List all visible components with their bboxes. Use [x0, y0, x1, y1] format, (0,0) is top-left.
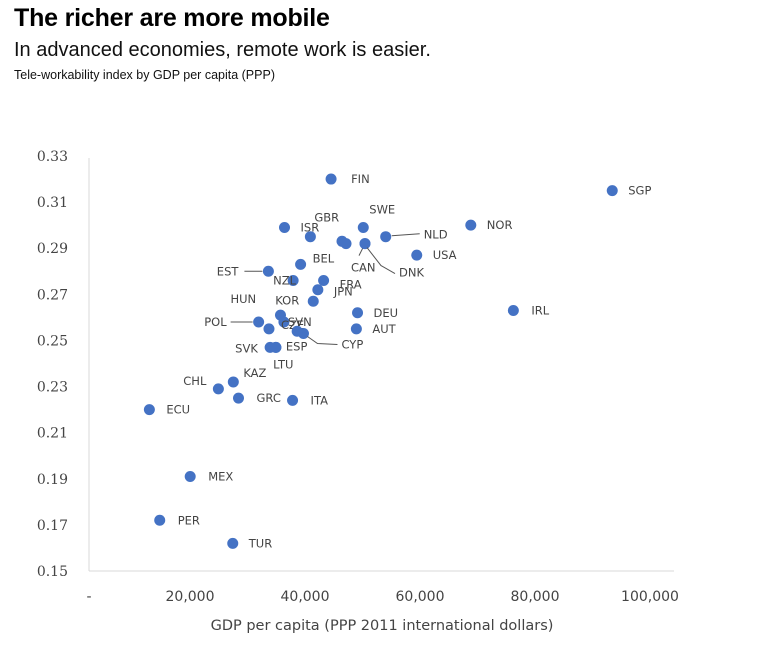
- point-label-hun: HUN: [230, 292, 256, 306]
- chart-subtitle: In advanced economies, remote work is ea…: [14, 39, 431, 61]
- data-point-mex: [184, 470, 196, 482]
- point-label-tur: TUR: [248, 536, 272, 550]
- data-point-per: [154, 514, 166, 526]
- point-label-bel: BEL: [313, 251, 335, 265]
- data-point-grc: [233, 392, 244, 404]
- point-label-nld: NLD: [424, 228, 448, 242]
- point-label-fin: FIN: [351, 172, 370, 186]
- data-point-kor: [307, 295, 319, 307]
- point-label-swe: SWE: [369, 202, 395, 216]
- data-point-bel: [295, 258, 307, 270]
- point-label-fra: FRA: [340, 278, 362, 292]
- data-point-svn: [278, 316, 290, 328]
- data-point-ecu: [143, 404, 155, 416]
- point-label-mex: MEX: [208, 469, 233, 483]
- point-label-sgp: SGP: [628, 184, 651, 198]
- y-tick-label: 0.15: [37, 564, 68, 580]
- data-point-tur: [227, 537, 239, 549]
- data-point-kaz: [227, 376, 239, 388]
- point-label-ita: ITA: [311, 393, 329, 407]
- point-label-ltu: LTU: [273, 357, 293, 371]
- data-point-nor: [465, 219, 477, 231]
- leader-line-cyp: [307, 336, 338, 346]
- point-label-kaz: KAZ: [243, 366, 266, 380]
- y-tick-label: 0.31: [37, 195, 68, 211]
- data-point-sgp: [606, 185, 618, 197]
- y-tick-label: 0.17: [37, 518, 68, 534]
- data-point-est: [262, 265, 274, 277]
- data-point-usa: [411, 249, 423, 261]
- point-label-est: EST: [217, 264, 240, 278]
- point-label-svn: SVN: [288, 315, 312, 329]
- data-point-ltu: [264, 341, 276, 353]
- y-tick-label: 0.25: [37, 333, 68, 349]
- data-point-deu: [352, 307, 364, 319]
- data-point-cze: [263, 323, 275, 335]
- data-point-fin: [325, 173, 337, 185]
- point-label-nzl: NZL: [273, 274, 296, 288]
- y-tick-label: 0.29: [37, 241, 68, 257]
- data-point-ita: [287, 394, 299, 406]
- data-point-gbr: [304, 231, 316, 243]
- data-point-dnk: [359, 238, 371, 250]
- data-point-chl: [212, 383, 224, 395]
- point-label-dnk: DNK: [399, 266, 424, 280]
- point-label-aut: AUT: [372, 322, 396, 336]
- point-label-jpn: JPN: [333, 285, 353, 299]
- point-label-per: PER: [178, 513, 200, 527]
- point-label-nor: NOR: [487, 218, 513, 232]
- data-point-isr: [279, 221, 290, 233]
- leader-line-nld: [391, 233, 420, 237]
- x-tick-label: -: [86, 589, 91, 605]
- point-label-irl: IRL: [531, 303, 549, 317]
- x-axis-title: GDP per capita (PPP 2011 international d…: [211, 618, 554, 634]
- point-label-pol: POL: [204, 315, 227, 329]
- leader-line-can: [358, 247, 364, 256]
- x-tick-label: 80,000: [511, 589, 560, 605]
- x-tick-label: 20,000: [166, 589, 215, 605]
- point-label-gbr: GBR: [314, 211, 339, 225]
- point-label-isr: ISR: [301, 220, 320, 234]
- point-label-ecu: ECU: [166, 403, 190, 417]
- point-label-svk: SVK: [235, 341, 258, 355]
- point-label-can: CAN: [351, 261, 376, 275]
- data-point-fra: [318, 275, 330, 286]
- point-label-grc: GRC: [257, 391, 281, 405]
- chart-title: The richer are more mobile: [14, 4, 330, 32]
- data-point-pol: [253, 316, 265, 328]
- y-tick-label: 0.33: [37, 149, 68, 165]
- point-label-kor: KOR: [275, 293, 299, 307]
- point-label-chl: CHL: [183, 374, 207, 388]
- data-point-jpn: [312, 284, 324, 296]
- point-label-cyp: CYP: [341, 338, 363, 352]
- data-point: [291, 325, 303, 337]
- x-tick-label: 60,000: [396, 589, 445, 605]
- data-point-aut: [350, 323, 362, 335]
- data-point-nld: [380, 231, 392, 243]
- y-tick-label: 0.27: [37, 287, 68, 303]
- chart-caption: Tele-workability index by GDP per capita…: [14, 68, 275, 82]
- point-label-esp: ESP: [286, 339, 308, 353]
- y-tick-label: 0.19: [37, 472, 68, 488]
- leader-line-dnk: [366, 247, 396, 275]
- data-point-irl: [507, 304, 519, 316]
- x-tick-label: 40,000: [281, 589, 330, 605]
- data-point-nzl: [287, 275, 299, 286]
- point-label-usa: USA: [433, 248, 457, 262]
- data-point: [340, 238, 352, 250]
- y-tick-label: 0.21: [37, 426, 68, 442]
- data-point-swe: [357, 221, 369, 233]
- x-tick-label: 100,000: [621, 589, 679, 605]
- y-tick-label: 0.23: [37, 380, 68, 396]
- point-label-deu: DEU: [374, 306, 399, 320]
